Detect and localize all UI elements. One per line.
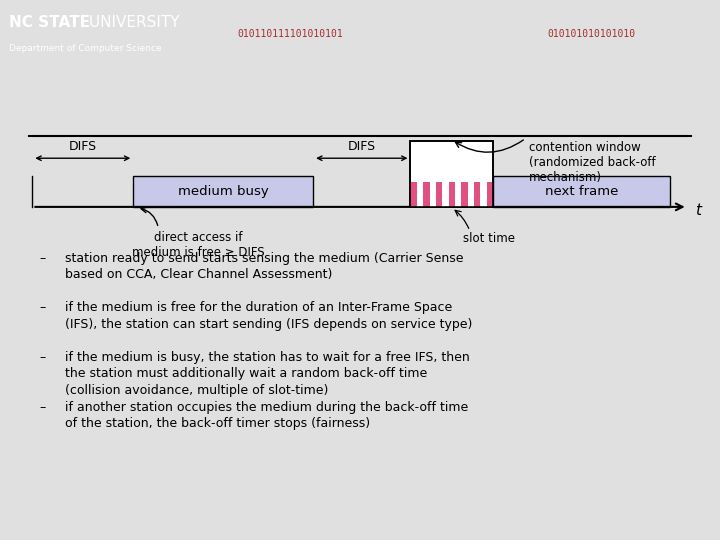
Bar [487,183,493,207]
Text: –: – [40,401,46,414]
Bar [423,183,430,207]
Text: contention window
(randomized back-off
mechanism): contention window (randomized back-off m… [529,141,656,184]
Text: medium busy: medium busy [178,185,269,198]
Bar [455,183,462,207]
Bar [474,183,480,207]
Text: 010101010101010: 010101010101010 [547,29,635,39]
Bar [480,183,487,207]
Bar [430,183,436,207]
Text: if another station occupies the medium during the back-off time
of the station, : if another station occupies the medium d… [65,401,468,430]
Text: NC STATE: NC STATE [9,15,89,30]
Bar [410,141,493,207]
Text: direct access if
medium is free ≥ DIFS: direct access if medium is free ≥ DIFS [132,231,264,259]
Bar [417,183,423,207]
Bar [410,141,493,207]
Text: next frame: next frame [545,185,618,198]
Bar [462,183,468,207]
Bar [468,183,474,207]
Bar [449,183,455,207]
Bar [436,183,442,207]
Text: station ready to send starts sensing the medium (Carrier Sense
based on CCA, Cle: station ready to send starts sensing the… [65,252,463,281]
Bar [493,176,670,207]
Text: slot time: slot time [463,232,515,245]
Text: –: – [40,252,46,265]
Bar [442,183,449,207]
Bar [410,183,417,207]
Text: DIFS: DIFS [68,139,97,152]
Text: –: – [40,351,46,364]
Text: t: t [695,202,701,218]
Text: DIFS: DIFS [348,139,376,152]
Text: Department of Computer Science: Department of Computer Science [9,44,161,52]
Text: UNIVERSITY: UNIVERSITY [84,15,180,30]
Text: if the medium is free for the duration of an Inter-Frame Space
(IFS), the statio: if the medium is free for the duration o… [65,301,472,331]
Text: 010110111101010101: 010110111101010101 [238,29,343,39]
Text: if the medium is busy, the station has to wait for a free IFS, then
the station : if the medium is busy, the station has t… [65,351,469,397]
Text: –: – [40,301,46,314]
Bar [133,176,313,207]
